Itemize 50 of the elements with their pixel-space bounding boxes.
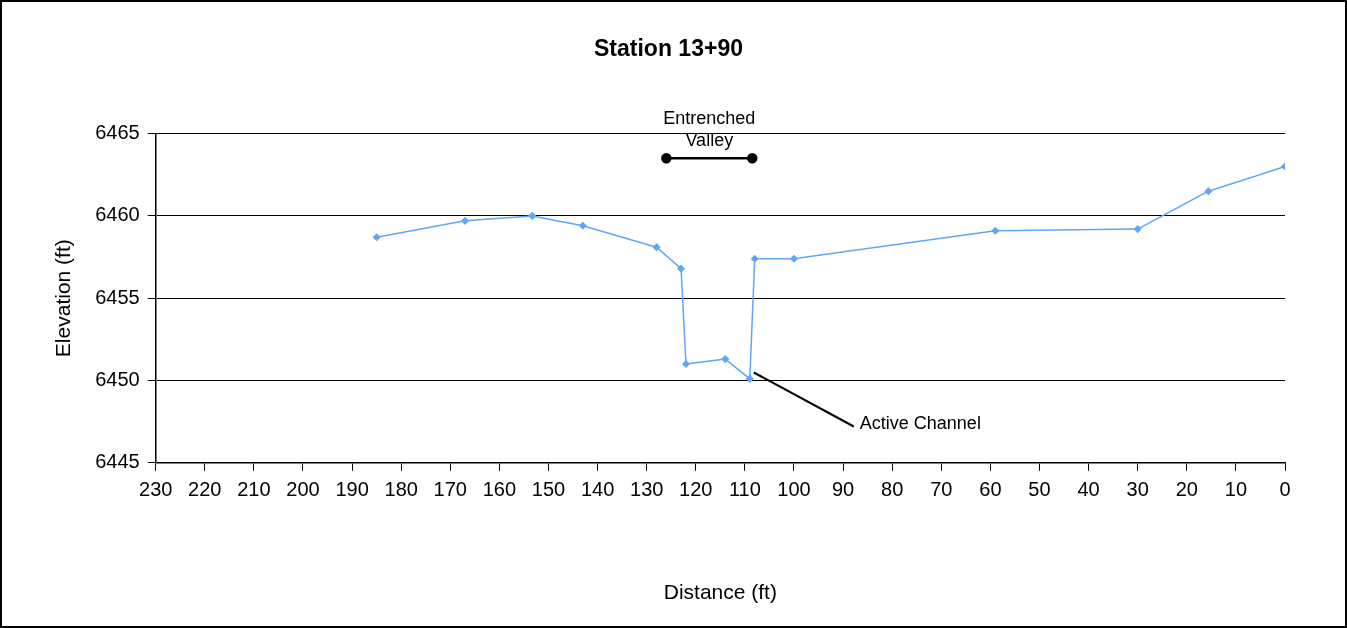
x-tick-label: 40 [1077, 478, 1100, 501]
x-tick-label: 170 [433, 478, 467, 501]
x-tick-label: 200 [286, 478, 320, 501]
series-label: Entrenched Valley [663, 108, 756, 151]
point [750, 254, 759, 263]
point [528, 212, 537, 220]
point [721, 355, 730, 363]
x-tick-label: 30 [1126, 478, 1149, 501]
point [747, 153, 758, 164]
y-tick-label: 6465 [95, 121, 140, 144]
y-tick-label: 6450 [95, 368, 140, 391]
point [652, 243, 661, 251]
y-axis-title: Elevation (ft) [51, 239, 75, 358]
x-tick-label: 110 [728, 478, 761, 501]
x-tick-label: 160 [482, 478, 517, 501]
y-tick-label: 6455 [95, 285, 140, 308]
x-tick-label: 230 [139, 478, 173, 501]
x-tick-label: 70 [930, 478, 953, 501]
point [790, 254, 798, 263]
x-tick-label: 190 [335, 478, 369, 501]
y-tick-label: 6445 [95, 450, 140, 473]
x-tick-label: 130 [630, 478, 664, 501]
x-tick-label: 140 [580, 478, 615, 501]
x-tick-label: 90 [831, 478, 855, 501]
x-tick-label: 50 [1028, 478, 1051, 501]
point [579, 222, 587, 230]
point [372, 233, 381, 242]
x-tick-label: 220 [188, 478, 222, 501]
point [461, 217, 469, 225]
point [677, 264, 685, 273]
x-tick-label: 0 [1279, 478, 1291, 501]
x-tick-label: 210 [237, 478, 271, 501]
annotation: Active Channel [859, 413, 981, 434]
point [746, 375, 754, 383]
x-axis-title: Distance (ft) [663, 580, 777, 604]
x-tick-label: 150 [531, 478, 566, 501]
point [1133, 225, 1142, 233]
point [1204, 187, 1213, 195]
point [991, 226, 1000, 235]
chart-title: Station 13+90 [594, 35, 743, 62]
x-tick-label: 100 [777, 478, 811, 501]
x-tick-label: 20 [1175, 478, 1198, 501]
y-tick-label: 6460 [95, 203, 140, 226]
point [661, 153, 672, 164]
x-tick-label: 180 [384, 478, 418, 501]
x-tick-label: 120 [679, 478, 713, 501]
x-tick-label: 10 [1224, 478, 1248, 501]
x-tick-label: 80 [881, 478, 904, 501]
x-tick-label: 60 [979, 478, 1002, 501]
point [682, 360, 690, 368]
